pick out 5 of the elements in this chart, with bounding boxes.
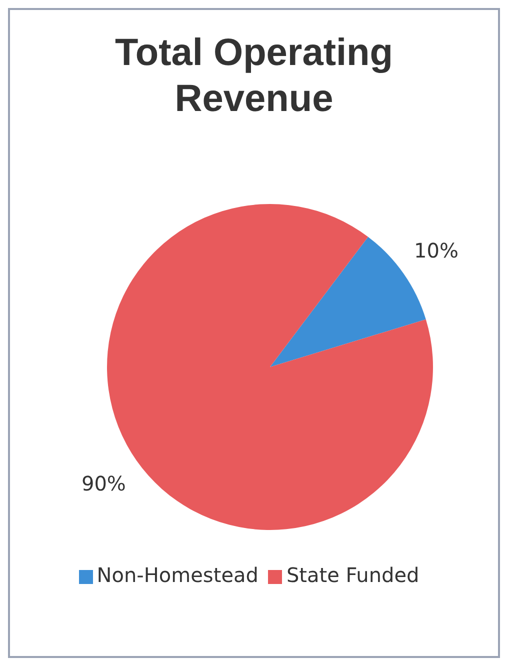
legend-label: State Funded <box>286 563 420 587</box>
data-label: 90% <box>81 471 126 496</box>
legend-label: Non-Homestead <box>96 563 258 587</box>
data-label: 10% <box>414 238 459 263</box>
chart-title: Total Operating Revenue <box>114 31 394 122</box>
